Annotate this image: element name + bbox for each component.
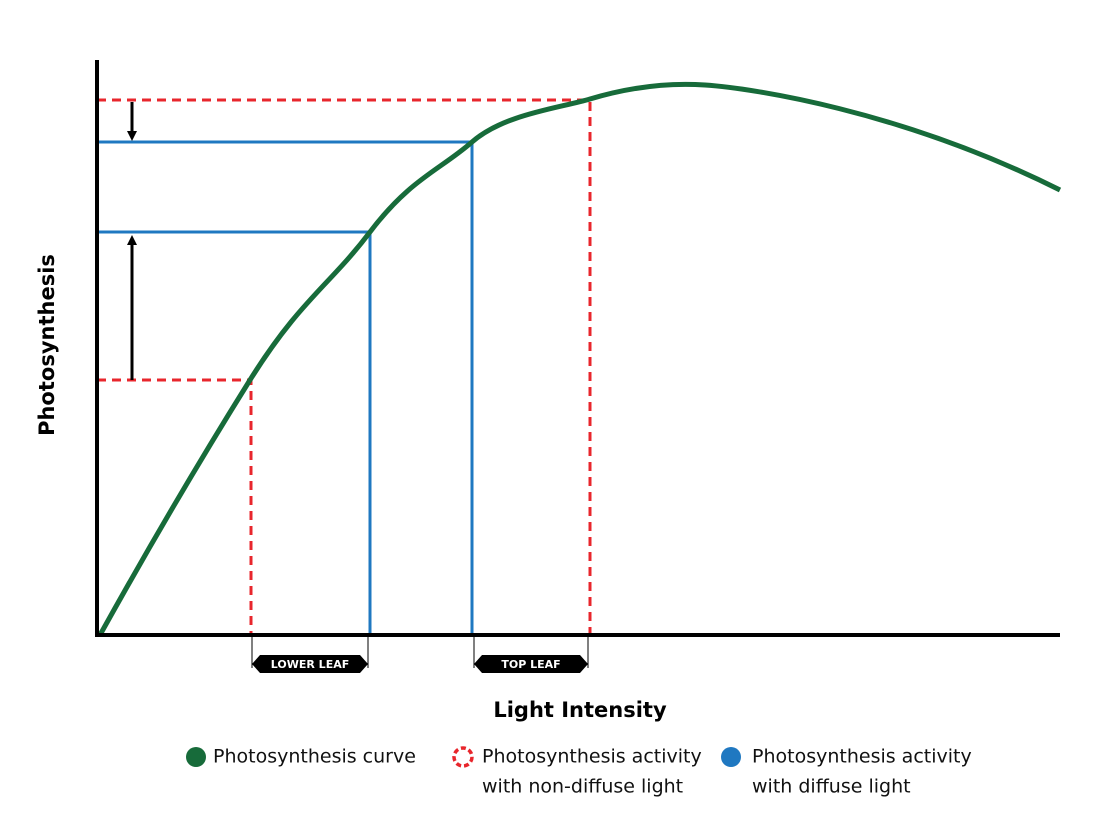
legend-swatch bbox=[452, 746, 474, 768]
x-axis-label: Light Intensity bbox=[493, 698, 667, 722]
legend-swatch bbox=[186, 747, 206, 767]
non-diffuse-guides bbox=[97, 98, 592, 635]
legend-text: Photosynthesis activity bbox=[752, 746, 972, 768]
lower-leaf-label: LOWER LEAF bbox=[271, 658, 349, 671]
photosynthesis-curve bbox=[97, 81, 1062, 637]
legend-text: with non-diffuse light bbox=[482, 776, 683, 798]
top-leaf-badge bbox=[474, 655, 588, 673]
leaf-brackets bbox=[251, 636, 589, 668]
y-axis-label: Photosynthesis bbox=[35, 254, 59, 436]
legend-swatch bbox=[721, 747, 741, 767]
diffuse-guides bbox=[97, 140, 474, 635]
legend-text: Photosynthesis curve bbox=[213, 746, 416, 768]
legend-text: Photosynthesis activity bbox=[482, 746, 702, 768]
top-leaf-label: TOP LEAF bbox=[501, 658, 560, 671]
lower-leaf-badge bbox=[252, 655, 368, 673]
legend-text: with diffuse light bbox=[752, 776, 911, 798]
